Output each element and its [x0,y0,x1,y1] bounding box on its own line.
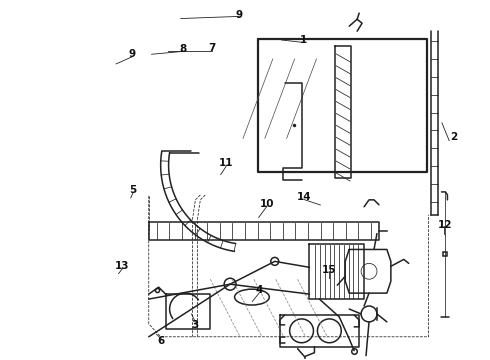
Text: 6: 6 [158,337,165,346]
Text: 11: 11 [219,158,234,168]
Text: 13: 13 [115,261,130,271]
Text: 5: 5 [129,185,137,195]
Text: 7: 7 [208,43,216,53]
Text: 1: 1 [300,35,307,45]
Text: 8: 8 [179,44,186,54]
Text: 4: 4 [256,285,263,295]
Text: 9: 9 [129,49,136,59]
Text: 9: 9 [236,10,243,20]
Text: 12: 12 [438,220,453,230]
Text: 3: 3 [192,320,199,330]
Text: 15: 15 [321,265,336,275]
Text: 14: 14 [297,192,312,202]
Text: 2: 2 [450,132,458,142]
Text: 10: 10 [260,199,274,209]
